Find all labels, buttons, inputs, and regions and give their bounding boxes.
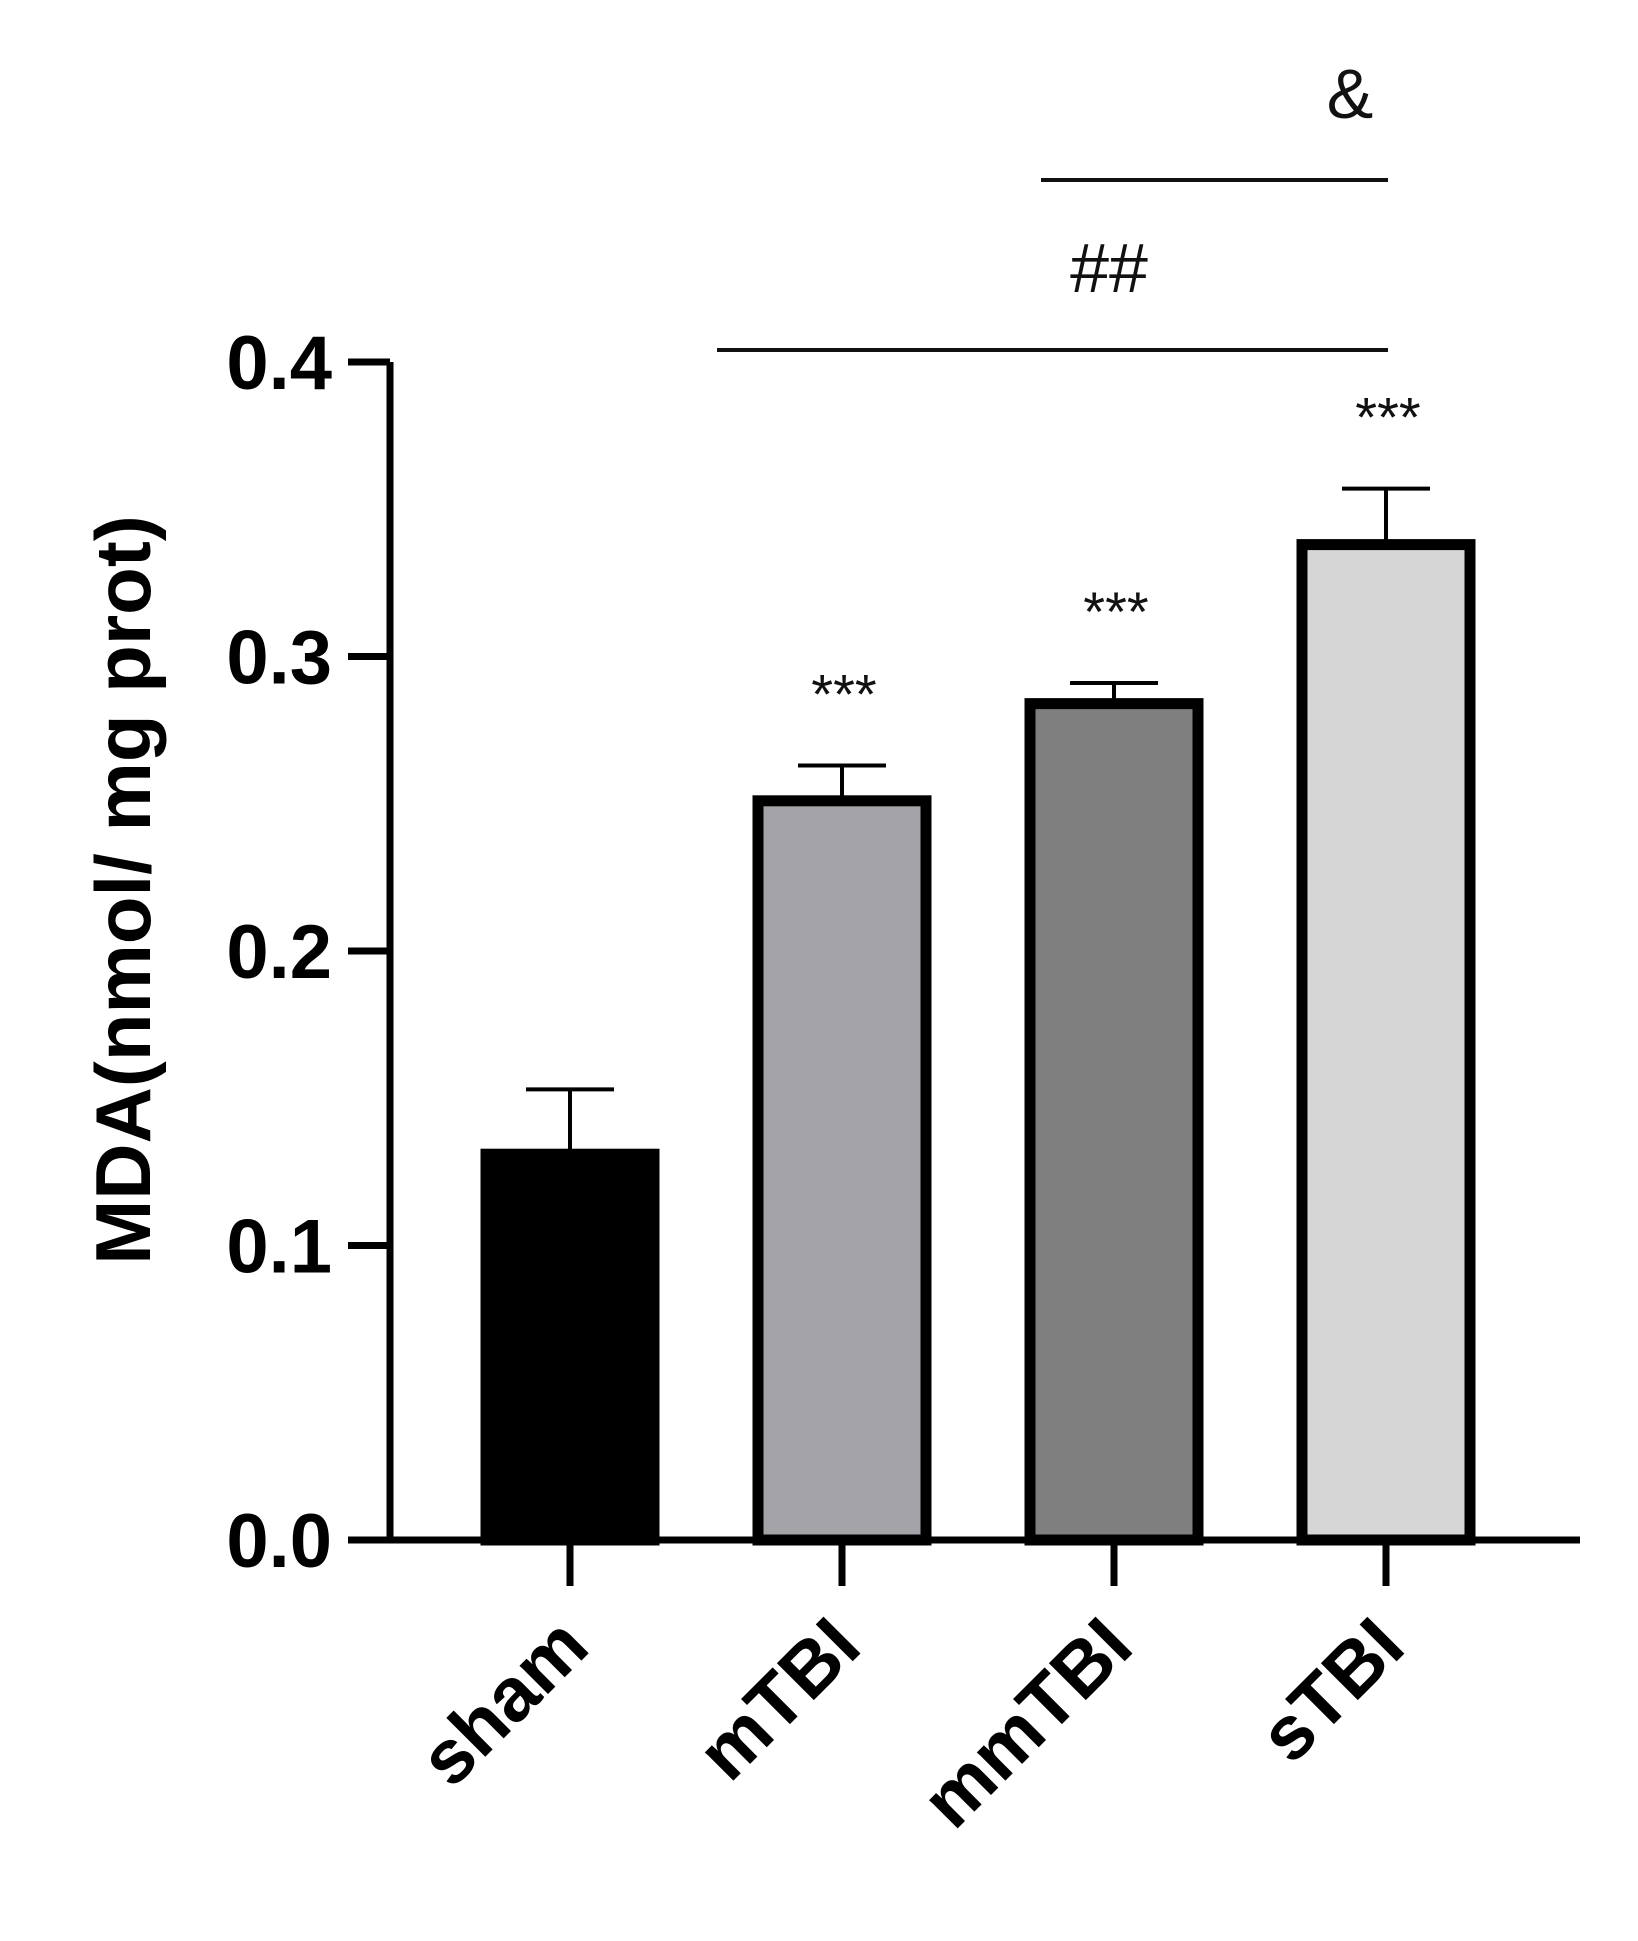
bar-mmtbi bbox=[1024, 698, 1204, 1546]
y-axis-title-group: MDA(nmol/ mg prot) bbox=[79, 515, 167, 1265]
bar-sham bbox=[480, 1148, 660, 1546]
x-tick-label: sham bbox=[404, 1602, 604, 1802]
y-tick-label: 0.3 bbox=[226, 616, 332, 701]
y-ticks-layer: 0.0 0.1 0.2 0.3 0.4 bbox=[226, 321, 390, 1584]
y-tick-label: 0.1 bbox=[226, 1205, 332, 1290]
comparison-brackets-layer: ## & bbox=[717, 55, 1388, 352]
bar-mtbi bbox=[752, 795, 932, 1546]
y-tick-label: 0.4 bbox=[226, 321, 332, 406]
significance-label: *** bbox=[1083, 580, 1148, 643]
y-tick-label: 0.2 bbox=[226, 910, 332, 995]
error-bars-layer bbox=[526, 486, 1430, 1155]
x-tick-label: mmTBI bbox=[906, 1602, 1148, 1844]
bars-layer bbox=[480, 539, 1476, 1546]
y-axis-title: MDA(nmol/ mg prot) bbox=[79, 515, 167, 1265]
x-tick-label: mTBI bbox=[682, 1602, 876, 1796]
y-tick-label: 0.0 bbox=[226, 1499, 332, 1584]
significance-label: *** bbox=[1355, 386, 1420, 449]
x-tick-label: sTBI bbox=[1243, 1602, 1420, 1779]
comparison-label: ## bbox=[1070, 229, 1148, 307]
significance-label: *** bbox=[811, 662, 876, 725]
significance-layer: *** *** *** bbox=[811, 386, 1420, 726]
x-ticks-layer: sham mTBI mmTBI sTBI bbox=[404, 1540, 1420, 1844]
bar-stbi bbox=[1296, 539, 1476, 1546]
comparison-label: & bbox=[1327, 55, 1374, 133]
